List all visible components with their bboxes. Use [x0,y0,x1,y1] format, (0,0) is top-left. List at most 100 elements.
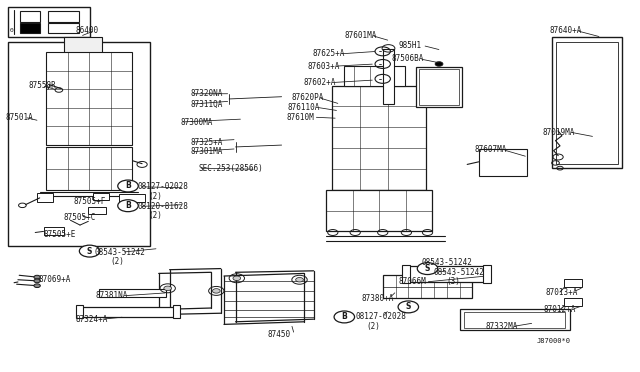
Bar [173,305,180,318]
Bar [479,149,527,176]
Text: 08543-51242: 08543-51242 [95,248,145,257]
Bar [326,190,432,231]
Text: 87607MA: 87607MA [475,145,508,154]
Text: 87066M: 87066M [398,278,426,286]
Text: (2): (2) [148,192,163,201]
Bar [20,23,40,33]
Bar [464,312,565,328]
Bar [564,279,582,287]
Text: 985H1: 985H1 [398,41,421,50]
Text: 87620PA: 87620PA [291,93,324,102]
Circle shape [164,286,172,291]
Text: S: S [425,264,430,273]
Bar [556,42,618,164]
Bar [460,309,570,330]
Text: 87505+C: 87505+C [64,213,97,222]
Bar [344,66,405,86]
Text: 87325+A: 87325+A [191,138,223,147]
Bar [383,275,472,298]
Bar [483,265,491,283]
Text: 87012+A: 87012+A [544,305,577,314]
Text: 87301MA: 87301MA [191,147,223,156]
Text: 87505+E: 87505+E [44,230,76,239]
Bar [93,193,109,200]
Bar [564,298,582,306]
Bar [8,7,90,37]
Bar [48,23,79,33]
Bar [37,193,53,202]
Text: S: S [406,302,411,311]
Bar [44,227,64,235]
Bar [332,86,426,190]
Text: 87320NA: 87320NA [191,89,223,98]
Circle shape [398,301,419,313]
Text: 87332MA: 87332MA [485,322,518,331]
Text: (3): (3) [447,278,461,286]
Bar [88,207,106,214]
Text: 87601MA: 87601MA [344,31,377,40]
Text: 87506BA: 87506BA [392,54,424,63]
Circle shape [233,276,241,280]
Bar [408,266,486,282]
Circle shape [296,278,303,282]
Text: 87311QA: 87311QA [191,100,223,109]
Text: 87380+A: 87380+A [362,294,394,303]
Text: 876110A: 876110A [288,103,321,112]
Text: S: S [87,247,92,256]
Text: B: B [125,201,131,210]
Text: (2): (2) [366,322,380,331]
Bar [46,52,132,145]
Circle shape [34,284,40,288]
Bar [8,42,150,246]
Text: 08543-51242: 08543-51242 [421,258,472,267]
Text: 87558R: 87558R [29,81,56,90]
Text: 87505+F: 87505+F [74,197,106,206]
Bar [416,67,462,107]
Bar [119,194,145,202]
Circle shape [417,263,438,275]
Circle shape [79,245,100,257]
Text: 87069+A: 87069+A [38,275,71,284]
Text: B: B [125,182,131,190]
Bar [80,307,175,317]
Bar [64,37,102,55]
Circle shape [435,62,443,66]
Text: 08543-51242: 08543-51242 [434,268,484,277]
Text: 87300MA: 87300MA [180,118,213,126]
Text: 87381NA: 87381NA [96,291,129,300]
Text: 87501A: 87501A [5,113,33,122]
Text: 08120-81628: 08120-81628 [138,202,188,211]
Text: 87019MA: 87019MA [543,128,575,137]
Text: 87013+A: 87013+A [545,288,578,296]
Bar [402,265,410,283]
Text: 87610M: 87610M [287,113,314,122]
Text: (2): (2) [148,211,163,220]
Text: 87324+A: 87324+A [76,315,108,324]
Text: 87450: 87450 [268,330,291,339]
Bar [20,11,40,22]
Bar [76,305,83,318]
Text: 87602+A: 87602+A [304,78,337,87]
Text: 08127-02028: 08127-02028 [138,182,188,191]
Bar [46,147,132,190]
Bar [552,37,622,168]
Circle shape [34,275,40,279]
Text: B: B [342,312,347,321]
Bar [419,69,459,105]
Circle shape [34,279,40,283]
Bar [383,49,394,104]
Text: 87625+A: 87625+A [312,49,345,58]
Bar [99,289,166,297]
Text: J87000*0: J87000*0 [536,339,570,344]
Text: 0: 0 [10,29,13,33]
Circle shape [334,311,355,323]
Circle shape [212,289,220,293]
Text: 87603+A: 87603+A [307,62,340,71]
Text: 86400: 86400 [76,26,99,35]
Text: SEC.253(28566): SEC.253(28566) [198,164,263,173]
Text: 87640+A: 87640+A [549,26,582,35]
Circle shape [118,200,138,212]
Text: 08127-02028: 08127-02028 [355,312,406,321]
Text: (2): (2) [110,257,124,266]
Bar [48,11,79,22]
